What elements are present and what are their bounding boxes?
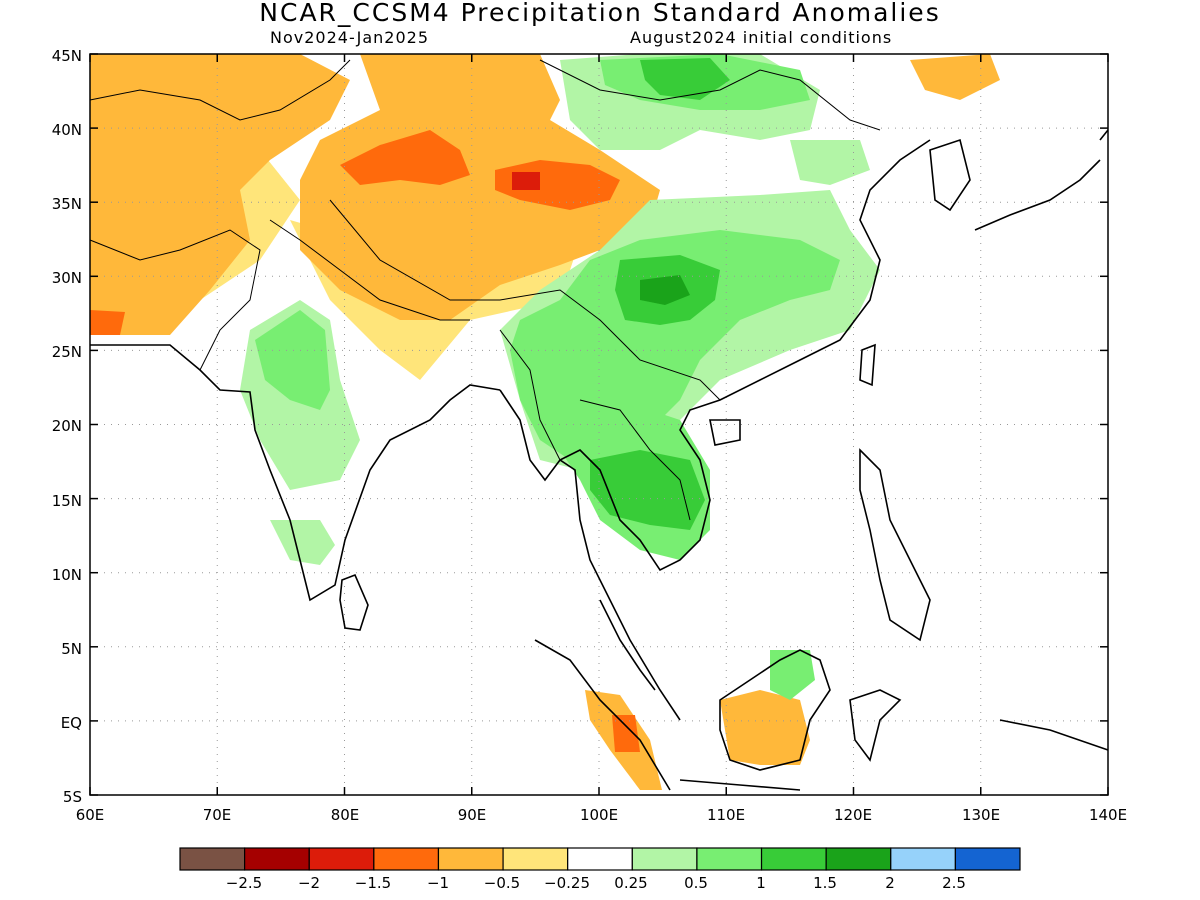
border-pakistan — [89, 229, 261, 371]
lat-label: 35N — [52, 195, 82, 213]
border-laos — [579, 399, 691, 521]
anomaly-region-borneo-wet — [770, 650, 815, 700]
lat-label: 5S — [63, 788, 82, 806]
anomaly-region-sumatra-core-dry — [612, 715, 640, 752]
lon-label: 70E — [203, 806, 232, 824]
lat-label: 20N — [52, 417, 82, 435]
lat-label: 15N — [52, 492, 82, 510]
border-china-south — [329, 199, 721, 401]
anomaly-region-light-wet — [790, 140, 870, 185]
lon-label: 90E — [458, 806, 487, 824]
longitude-labels: 60E 70E 80E 90E 100E 110E 120E 130E 140E — [76, 806, 1127, 824]
lon-label: 110E — [707, 806, 745, 824]
anomaly-region-tibet-red — [512, 172, 540, 190]
border-mongolia — [539, 59, 881, 131]
coastline-indochina — [559, 139, 931, 572]
anomaly-region-northeast-dry — [910, 54, 1000, 100]
coastline-hainan — [709, 419, 741, 446]
lat-label: 45N — [52, 47, 82, 65]
latitude-labels: 45N 40N 35N 30N 25N 20N 15N 10N 5N EQ 5S — [52, 47, 82, 806]
coastline-malaya — [599, 599, 656, 691]
lat-label: 10N — [52, 566, 82, 584]
lat-label: EQ — [61, 714, 82, 732]
anomaly-region-south-china-peak-wet — [640, 275, 690, 305]
anomaly-region-central-india-wet — [255, 310, 330, 410]
coastline-java — [679, 779, 801, 791]
country-borders — [89, 59, 881, 521]
anomaly-region-tibet-core-dry — [340, 130, 470, 185]
lat-label: 30N — [52, 269, 82, 287]
lon-label: 140E — [1089, 806, 1127, 824]
coastline-sulawesi — [849, 689, 902, 762]
lon-label: 100E — [580, 806, 618, 824]
lon-label: 130E — [962, 806, 1000, 824]
initial-conditions: August2024 initial conditions — [630, 28, 893, 47]
coastline-new-guinea — [999, 719, 1109, 751]
coastline-korea — [929, 138, 971, 212]
lon-label: 80E — [331, 806, 360, 824]
coastlines — [90, 129, 1109, 791]
coastline-sri-lanka — [339, 573, 369, 631]
forecast-period: Nov2024-Jan2025 — [270, 28, 429, 47]
map-title: NCAR_CCSM4 Precipitation Standard Anomal… — [259, 0, 941, 27]
border-himalaya — [269, 219, 470, 321]
coastline-taiwan — [859, 343, 876, 387]
lat-label: 5N — [61, 640, 82, 658]
coastline-borneo — [719, 649, 831, 771]
lat-label: 40N — [52, 121, 82, 139]
border-central-asia — [89, 59, 351, 121]
lon-label: 60E — [76, 806, 105, 824]
lon-label: 120E — [834, 806, 872, 824]
border-myanmar — [499, 329, 561, 461]
anomaly-region-indochina-core-wet — [590, 450, 705, 530]
coastline-japan — [974, 129, 1109, 231]
coastline-sumatra — [534, 639, 671, 791]
anomaly-region-tibet-dry — [300, 54, 660, 320]
anomaly-fill-layer — [90, 54, 1000, 790]
anomaly-region-northwest-dry — [90, 54, 350, 335]
lat-label: 25N — [52, 343, 82, 361]
coastline-bay-east — [499, 389, 681, 721]
anomaly-region-light-wet — [270, 520, 335, 565]
coastline-india — [90, 344, 501, 602]
axis-ticks — [89, 53, 1109, 796]
anomaly-region-borneo-dry — [720, 690, 810, 765]
coastline-philippines — [859, 448, 931, 642]
anomaly-region-west-edge-dry — [90, 310, 125, 335]
anomaly-region-mongolia-core-wet — [640, 58, 730, 100]
